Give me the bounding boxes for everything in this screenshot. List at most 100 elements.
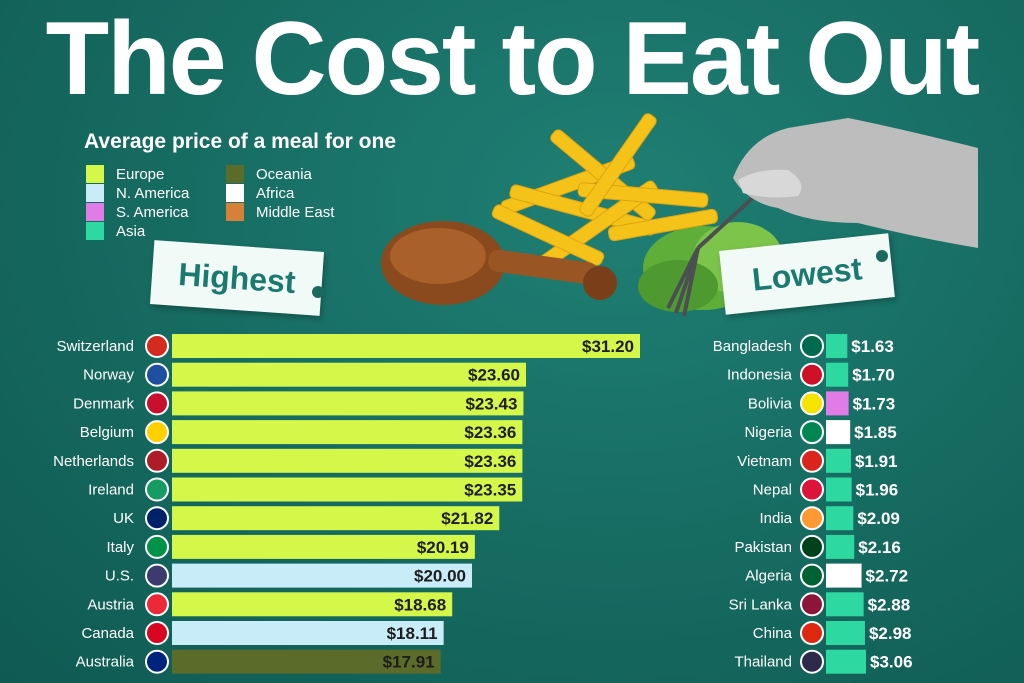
legend-swatch [226,165,244,183]
category-label: Nepal [753,482,792,499]
flag-icon [800,391,824,416]
value-label: $2.98 [869,624,912,643]
bar [172,621,444,645]
category-label: Norway [83,367,134,384]
category-label: Netherlands [53,453,134,470]
category-label: UK [113,510,134,527]
value-label: $20.19 [417,538,469,557]
bar [826,534,855,559]
category-label: Bolivia [748,395,793,412]
legend-label: Africa [256,184,295,202]
bar [826,649,866,674]
legend-label: Europe [116,165,165,183]
legend-label: S. America [116,203,189,221]
category-label: Italy [106,539,134,556]
legend-item-north-america: N. America [86,184,189,202]
flag-icon [800,506,824,531]
bar [172,334,640,358]
legend-swatch [226,203,244,221]
legend-swatch [226,184,244,202]
value-label: $23.60 [468,366,520,385]
flag-icon [800,334,824,358]
category-label: Denmark [73,395,134,412]
flag-icon [145,448,169,473]
flag-icon [800,534,824,559]
legend-item-africa: Africa [226,184,294,202]
bar [826,477,852,502]
bar [172,362,526,387]
bar [172,563,472,588]
fork-icon [666,191,760,317]
flag-icon [145,563,169,588]
value-label: $20.00 [414,567,466,586]
category-label: India [759,510,792,527]
value-label: $31.20 [582,337,634,356]
value-label: $1.73 [853,394,896,413]
tag-hole-icon [312,286,324,298]
bar [172,420,523,445]
bar [826,391,849,416]
flag-icon [145,592,169,617]
category-label: Australia [76,654,135,671]
food-illustration [381,113,978,317]
flag-icon [800,420,824,445]
category-label: Pakistan [734,539,792,556]
bar [172,506,500,531]
value-label: $17.91 [383,653,435,672]
legend-swatch [86,203,104,221]
flag-icon [800,477,824,502]
legend-label: Oceania [256,165,312,183]
flag-icon [800,448,824,473]
value-label: $1.85 [854,423,897,442]
bar [826,563,862,588]
legend-label: Asia [116,222,146,240]
bar [826,506,854,531]
category-label: Austria [87,596,134,613]
value-label: $1.91 [855,452,898,471]
flag-icon [145,477,169,502]
value-label: $23.35 [464,481,516,500]
bar [826,621,865,645]
bar [172,592,453,617]
flag-icon [145,391,169,416]
flag-icon [145,420,169,445]
legend-item-oceania: Oceania [226,165,312,183]
category-label: U.S. [105,568,134,585]
value-label: $23.36 [464,423,516,442]
category-label: China [753,625,793,642]
legend-item-south-america: S. America [86,203,189,221]
bar [826,448,851,473]
legend-swatch [86,222,104,240]
tag-hole-icon [876,250,888,262]
value-label: $1.96 [856,481,899,500]
flag-icon [145,534,169,559]
flag-icon [800,592,824,617]
category-label: Thailand [734,654,792,671]
value-label: $1.63 [851,337,894,356]
bar [172,649,441,674]
category-label: Canada [81,625,134,642]
page-title: The Cost to Eat Out [45,1,981,117]
value-label: $23.36 [464,452,516,471]
category-label: Algeria [745,568,792,585]
flag-icon [800,649,824,674]
bar [172,534,475,559]
bar [172,477,523,502]
bar [826,420,851,445]
bar [826,334,848,358]
category-label: Bangladesh [713,338,792,355]
category-label: Vietnam [737,453,792,470]
legend-label: Middle East [256,203,335,221]
flag-icon [145,506,169,531]
value-label: $23.43 [465,394,517,413]
chart-subtitle: Average price of a meal for one [84,130,396,153]
category-label: Sri Lanka [729,596,793,613]
bar [172,391,524,416]
category-label: Belgium [80,424,134,441]
flag-icon [145,621,169,645]
category-label: Nigeria [744,424,792,441]
value-label: $21.82 [441,509,493,528]
value-label: $2.09 [857,509,900,528]
bar [172,448,523,473]
